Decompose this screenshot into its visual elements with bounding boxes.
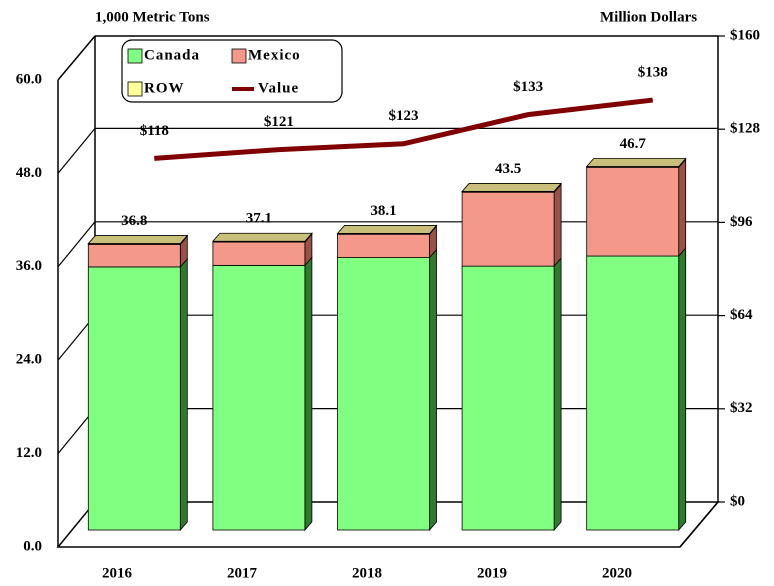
total-label: 37.1 bbox=[246, 211, 272, 227]
x-tick-label: 2020 bbox=[602, 565, 632, 581]
bar bbox=[212, 264, 306, 531]
bar bbox=[586, 166, 680, 257]
bar-side bbox=[678, 158, 687, 258]
line-label: $123 bbox=[389, 108, 419, 124]
y-tick-label: 48.0 bbox=[16, 165, 42, 181]
bar bbox=[337, 257, 430, 531]
total-label: 43.5 bbox=[495, 161, 521, 177]
line-label: $121 bbox=[264, 114, 294, 130]
total-label: 46.7 bbox=[620, 136, 647, 152]
y-tick-label: 12.0 bbox=[16, 445, 42, 461]
bar bbox=[87, 266, 181, 531]
value-line bbox=[154, 97, 653, 161]
line-label: $133 bbox=[513, 79, 543, 95]
total-label: 38.1 bbox=[370, 203, 396, 219]
grid-line bbox=[57, 128, 96, 174]
legend-swatch bbox=[127, 48, 143, 64]
bar-top bbox=[336, 225, 438, 234]
bar-side bbox=[678, 246, 687, 532]
y-tick-label: 36.0 bbox=[16, 258, 42, 274]
floor-edge bbox=[679, 501, 719, 548]
y2-tick-label: $160 bbox=[730, 27, 760, 43]
y2-tick-label: $64 bbox=[730, 307, 753, 323]
y2-tick-label: $128 bbox=[730, 121, 760, 137]
y-tick-label: 60.0 bbox=[16, 71, 42, 87]
bar bbox=[212, 241, 306, 266]
legend-label: Mexico bbox=[248, 47, 301, 63]
grid-line bbox=[57, 221, 96, 268]
y2-tick-label: $96 bbox=[730, 214, 753, 230]
y-tick-label: 24.0 bbox=[16, 352, 42, 368]
bar bbox=[586, 255, 680, 531]
x-tick-label: 2019 bbox=[477, 565, 507, 581]
legend-swatch bbox=[127, 81, 143, 97]
legend-label: Canada bbox=[144, 47, 200, 63]
bar-top bbox=[585, 158, 687, 167]
legend-swatch bbox=[231, 48, 247, 64]
bar bbox=[461, 191, 555, 267]
line-label: $118 bbox=[140, 123, 169, 139]
bar bbox=[87, 243, 181, 268]
bar-side bbox=[179, 257, 188, 532]
y2-tick-label: $32 bbox=[730, 400, 753, 416]
legend: Canada Mexico ROW Value bbox=[121, 39, 343, 103]
bar-top bbox=[461, 183, 562, 192]
bar-side bbox=[553, 183, 562, 268]
line-label: $138 bbox=[638, 65, 668, 81]
bar bbox=[461, 265, 555, 531]
bar-top bbox=[212, 232, 313, 242]
y2-axis-title: Million Dollars bbox=[600, 9, 697, 25]
bar-side bbox=[429, 248, 437, 532]
x-tick-label: 2018 bbox=[352, 565, 382, 581]
y-axis-title: 1,000 Metric Tons bbox=[95, 9, 210, 25]
legend-box bbox=[121, 39, 343, 103]
y-tick-label: 0.0 bbox=[23, 538, 42, 554]
bar-side bbox=[304, 256, 313, 532]
y2-tick-label: $0 bbox=[730, 493, 745, 509]
total-label: 36.8 bbox=[121, 213, 147, 229]
x-tick-label: 2016 bbox=[102, 565, 133, 581]
bar bbox=[337, 233, 430, 258]
legend-label: Value bbox=[258, 80, 299, 96]
bar-top bbox=[87, 235, 189, 244]
bar-side bbox=[553, 257, 562, 532]
x-tick-label: 2017 bbox=[227, 565, 258, 581]
legend-label: ROW bbox=[144, 80, 185, 96]
